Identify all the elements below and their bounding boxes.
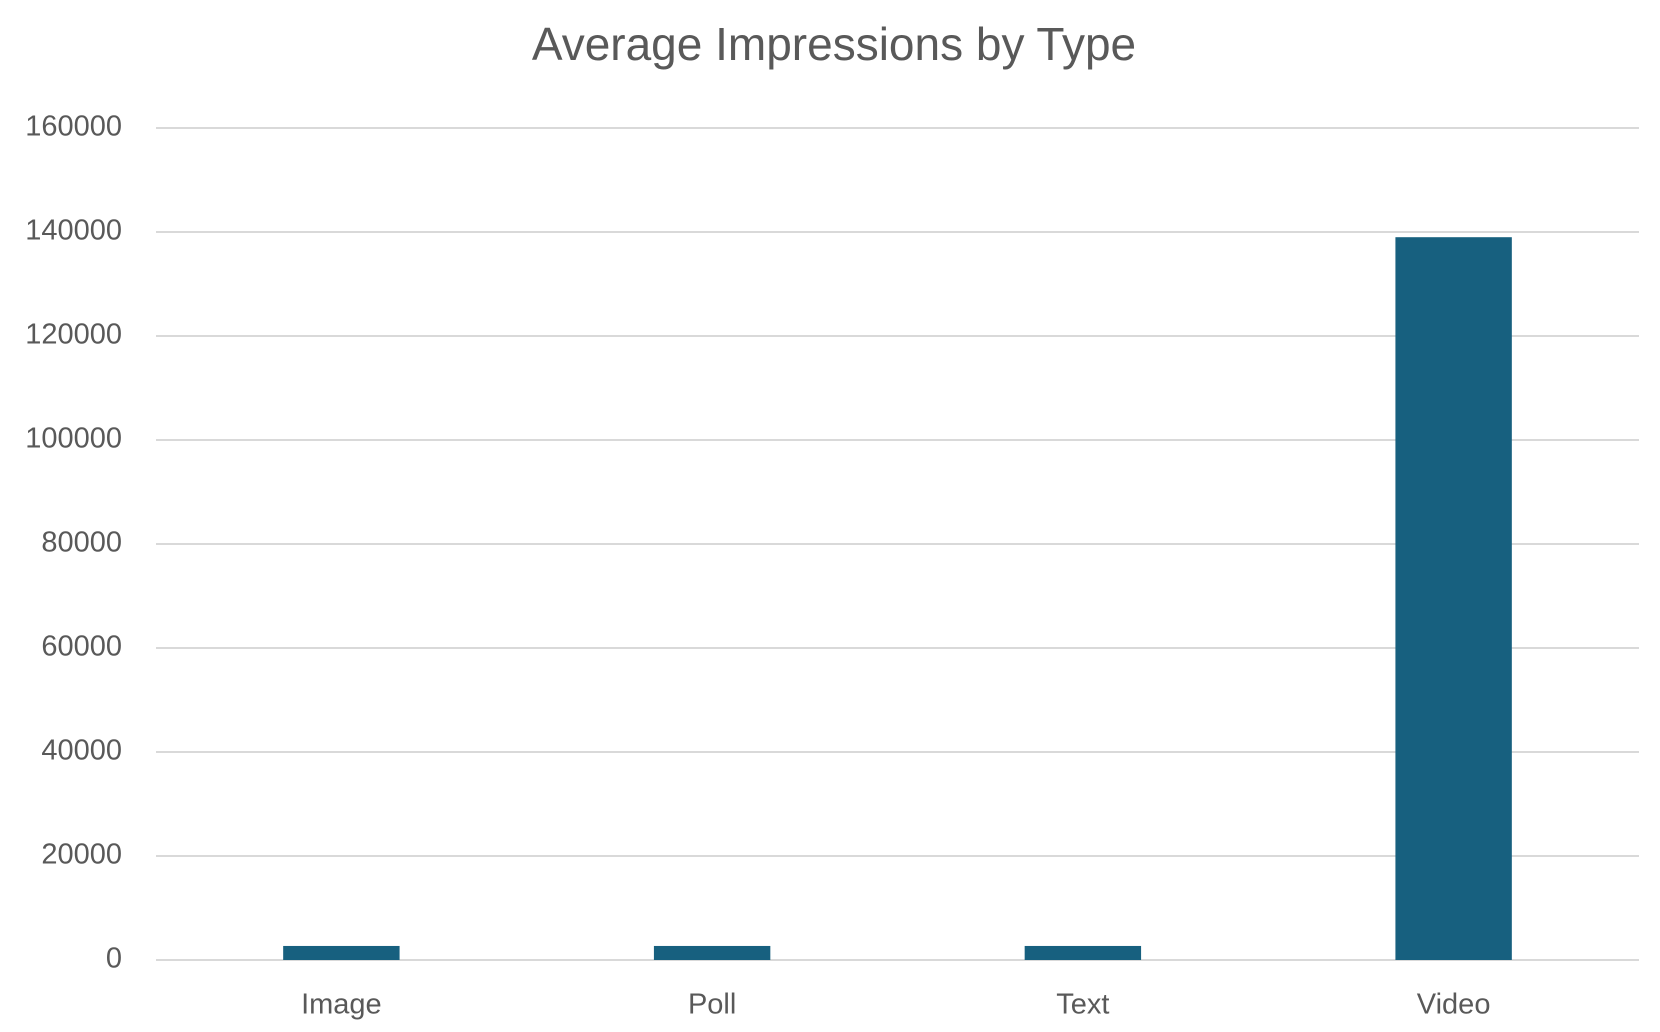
y-tick-label: 100000 (25, 423, 122, 455)
y-tick-label: 80000 (41, 527, 122, 559)
bar (653, 945, 771, 960)
x-tick-label: Poll (688, 989, 736, 1021)
x-tick-label: Image (301, 989, 382, 1021)
y-tick-label: 20000 (41, 839, 122, 871)
y-tick-label: 40000 (41, 735, 122, 767)
y-tick-label: 60000 (41, 631, 122, 663)
y-tick-label: 0 (106, 943, 122, 975)
x-tick-label: Text (1056, 989, 1109, 1021)
y-tick-label: 160000 (25, 111, 122, 143)
bar (1024, 945, 1142, 960)
y-tick-label: 140000 (25, 215, 122, 247)
y-tick-label: 120000 (25, 319, 122, 351)
x-tick-label: Video (1417, 989, 1491, 1021)
bar (1395, 237, 1512, 960)
bar (283, 945, 400, 960)
chart-title: Average Impressions by Type (532, 18, 1136, 70)
